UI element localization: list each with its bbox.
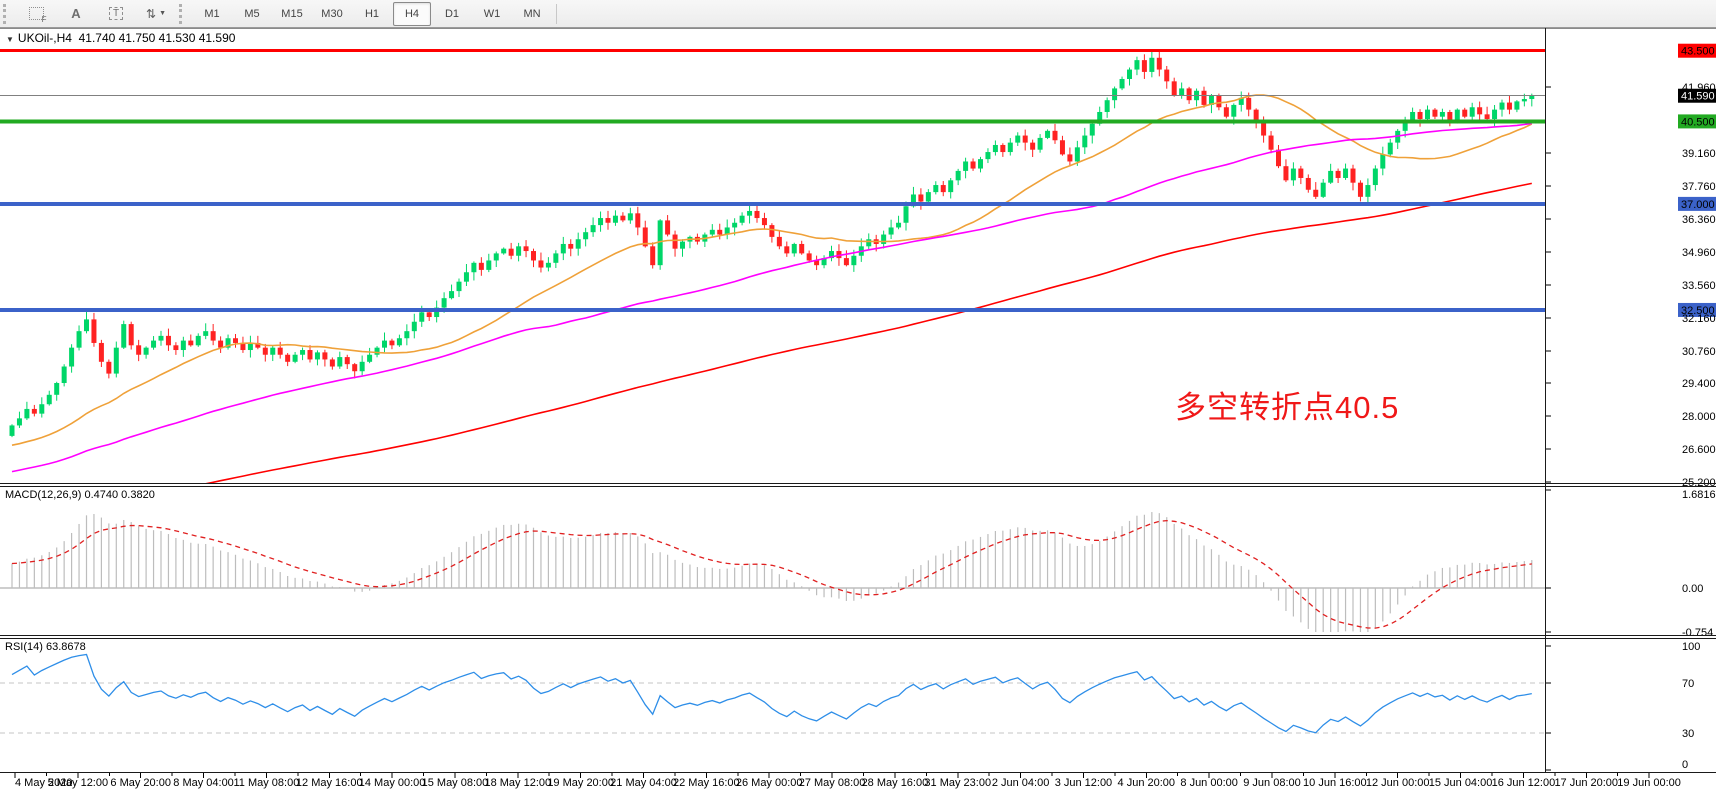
macd-indicator-label: MACD(12,26,9) 0.4740 0.3820 — [5, 489, 155, 501]
time-axis-label: 3 Jun 12:00 — [1055, 777, 1113, 789]
dropdown-caret-icon: ▼ — [159, 10, 166, 17]
time-axis-label: 14 May 00:00 — [359, 777, 426, 789]
moving-average-24 — [11, 94, 1533, 446]
price-axis-tick: 30.760 — [1682, 346, 1716, 358]
rsi-pane — [0, 653, 1545, 734]
price-axis-tick: 32.160 — [1682, 313, 1716, 325]
text-annotation-button[interactable]: A — [57, 2, 95, 26]
time-axis-label: 11 May 08:00 — [233, 777, 299, 789]
time-axis-label: 8 May 04:00 — [173, 777, 234, 789]
rsi-line — [11, 653, 1532, 734]
text-label-icon: T — [108, 7, 124, 20]
time-axis-label: 16 Jun 12:00 — [1492, 777, 1556, 789]
price-axis-tick: 39.160 — [1682, 148, 1716, 160]
price-axis-tick: 33.560 — [1682, 280, 1716, 292]
rsi-axis-tick: 100 — [1682, 641, 1700, 653]
timeframe-buttons: M1 M5 M15 M30 H1 H4 D1 W1 MN — [192, 1, 552, 26]
time-axis-label: 31 May 23:00 — [924, 777, 991, 789]
price-axis-tick: 28.000 — [1682, 411, 1716, 423]
bid-price-label — [1678, 88, 1716, 103]
time-axis-label: 6 May 20:00 — [110, 777, 171, 789]
timeframe-button-M5[interactable]: M5 — [244, 7, 260, 20]
time-axis-label: 2 Jun 04:00 — [992, 777, 1050, 789]
price-axis-tick: 34.960 — [1682, 247, 1716, 259]
toolbar-grip[interactable] — [3, 3, 13, 24]
timeframe-button-M1[interactable]: M1 — [204, 7, 220, 20]
time-axis-label: 15 May 08:00 — [422, 777, 489, 789]
level-price-label — [1678, 43, 1716, 58]
chart-annotation-text: 多空转折点40.5 — [1175, 390, 1400, 425]
time-axis-label: 28 May 16:00 — [862, 777, 929, 789]
svg-text:37.000: 37.000 — [1681, 199, 1715, 211]
svg-text:43.500: 43.500 — [1681, 46, 1715, 58]
timeframe-button-W1[interactable]: W1 — [483, 7, 501, 20]
level-price-label — [1678, 114, 1716, 129]
time-axis-label: 19 Jun 00:00 — [1617, 777, 1681, 789]
time-axis-label: 10 Jun 16:00 — [1303, 777, 1367, 789]
moving-average-150 — [205, 182, 1532, 483]
time-axis-label: 17 Jun 20:00 — [1554, 777, 1618, 789]
svg-text:32.500: 32.500 — [1681, 305, 1715, 317]
time-axis-label: 12 May 16:00 — [296, 777, 363, 789]
macd-pane — [0, 512, 1545, 632]
rsi-indicator-label: RSI(14) 63.8678 — [5, 641, 86, 653]
time-axis-label: 15 Jun 04:00 — [1429, 777, 1493, 789]
macd-axis-tick: -0.754 — [1682, 627, 1713, 639]
time-axis-label: 9 Jun 08:00 — [1243, 777, 1301, 789]
macd-signal-line — [11, 519, 1532, 629]
svg-text:41.590: 41.590 — [1681, 91, 1715, 103]
toolbar-grip[interactable] — [179, 3, 189, 24]
toolbar: F A T ⇅ ▼ M1 M5 M15 M30 H1 H4 D1 W1 MN — [0, 0, 1716, 28]
candlestick-series — [9, 51, 1535, 438]
timeframe-button-H1[interactable]: H1 — [364, 7, 380, 20]
collapse-icon[interactable]: ▼ — [6, 35, 14, 44]
time-axis-label: 19 May 20:00 — [547, 777, 614, 789]
time-axis-label: 27 May 08:00 — [799, 777, 866, 789]
timeframe-button-M15[interactable]: M15 — [281, 7, 303, 20]
level-price-label — [1678, 196, 1716, 211]
time-axis-label: 22 May 16:00 — [673, 777, 740, 789]
arrow-tools-icon: ⇅ — [146, 6, 157, 21]
timeframe-button-MN[interactable]: MN — [523, 7, 541, 20]
moving-average-62 — [11, 122, 1532, 473]
time-axis-label: 8 Jun 00:00 — [1180, 777, 1238, 789]
macd-axis-tick: 0.00 — [1682, 583, 1703, 595]
symbol-ohlc-info[interactable]: ▼ UKOil-,H4 41.740 41.750 41.530 41.590 — [6, 31, 235, 45]
time-axis-label: 5 May 12:00 — [48, 777, 109, 789]
timeframe-button-D1[interactable]: D1 — [444, 7, 460, 20]
fibonacci-grid-icon: F — [28, 7, 47, 24]
price-axis-tick: 41.960 — [1682, 82, 1716, 94]
rsi-axis-tick: 70 — [1682, 678, 1694, 690]
time-axis-label: 4 May 2020 — [15, 777, 72, 789]
time-axis-label: 4 Jun 20:00 — [1118, 777, 1176, 789]
price-axis-tick: 26.600 — [1682, 444, 1716, 456]
main-chart-pane — [9, 51, 1535, 438]
timeframe-button-M30[interactable]: M30 — [321, 7, 343, 20]
price-axis-tick: 25.200 — [1682, 477, 1716, 489]
rsi-axis-tick: 30 — [1682, 728, 1694, 740]
price-axis-tick: 29.400 — [1682, 378, 1716, 390]
text-label-button[interactable]: T — [97, 2, 135, 26]
svg-text:40.500: 40.500 — [1681, 116, 1715, 128]
fibonacci-grid-button[interactable]: F — [17, 2, 55, 26]
time-axis-label: 18 May 12:00 — [484, 777, 551, 789]
timeframe-button-H4[interactable]: H4 — [393, 1, 431, 26]
level-price-label — [1678, 302, 1716, 317]
arrow-tools-button[interactable]: ⇅ ▼ — [137, 2, 175, 26]
time-axis-label: 21 May 04:00 — [610, 777, 677, 789]
rsi-axis-tick: 0 — [1682, 759, 1688, 771]
macd-axis-tick: 1.6816 — [1682, 489, 1716, 501]
price-axis-tick: 37.760 — [1682, 181, 1716, 193]
price-axis-tick: 36.360 — [1682, 214, 1716, 226]
symbol-ohlc-text: UKOil-,H4 41.740 41.750 41.530 41.590 — [17, 31, 236, 45]
time-axis-label: 12 Jun 00:00 — [1366, 777, 1430, 789]
time-axis-label: 26 May 00:00 — [736, 777, 803, 789]
text-annotation-icon: A — [71, 6, 81, 21]
toolbar-separator — [556, 3, 557, 24]
